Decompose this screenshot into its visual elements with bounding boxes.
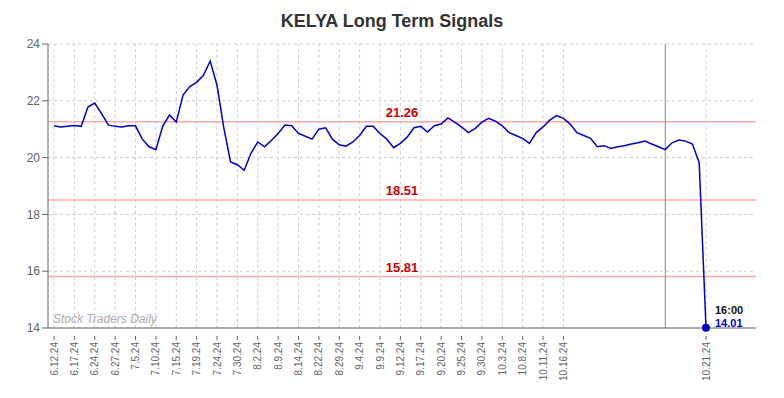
svg-text:7.15.24: 7.15.24	[171, 342, 182, 376]
svg-text:7.5.24: 7.5.24	[130, 342, 141, 370]
svg-text:9.30.24: 9.30.24	[476, 342, 487, 376]
html-text:KELYA Long Term Signals: KELYA Long Term Signals	[280, 11, 504, 31]
svg-text:15.81: 15.81	[386, 260, 419, 275]
svg-text:6.24.24: 6.24.24	[89, 342, 100, 376]
svg-text:16:00: 16:00	[715, 304, 743, 316]
svg-text:18: 18	[27, 208, 41, 222]
svg-text:18.51: 18.51	[386, 183, 419, 198]
svg-text:7.30.24: 7.30.24	[232, 342, 243, 376]
svg-text:10.8.24: 10.8.24	[517, 342, 528, 376]
svg-text:22: 22	[27, 94, 41, 108]
svg-text:6.17.24: 6.17.24	[69, 342, 80, 376]
svg-text:10.21.24: 10.21.24	[701, 342, 712, 381]
svg-text:8.2.24: 8.2.24	[252, 342, 263, 370]
svg-text:Stock Traders Daily: Stock Traders Daily	[53, 312, 158, 326]
svg-text:9.12.24: 9.12.24	[395, 342, 406, 376]
svg-text:9.9.24: 9.9.24	[375, 342, 386, 370]
svg-text:8.29.24: 8.29.24	[334, 342, 345, 376]
svg-text:7.24.24: 7.24.24	[212, 342, 223, 376]
svg-text:8.22.24: 8.22.24	[313, 342, 324, 376]
svg-text:14.01: 14.01	[715, 317, 743, 329]
svg-text:9.25.24: 9.25.24	[456, 342, 467, 376]
svg-text:9.20.24: 9.20.24	[436, 342, 447, 376]
svg-text:21.26: 21.26	[386, 105, 419, 120]
svg-text:10.11.24: 10.11.24	[538, 342, 549, 381]
svg-text:14: 14	[27, 321, 41, 335]
svg-text:20: 20	[27, 151, 41, 165]
svg-text:8.9.24: 8.9.24	[273, 342, 284, 370]
svg-text:9.17.24: 9.17.24	[415, 342, 426, 376]
svg-text:10.16.24: 10.16.24	[558, 342, 569, 381]
svg-text:10.3.24: 10.3.24	[497, 342, 508, 376]
svg-text:6.12.24: 6.12.24	[49, 342, 60, 376]
svg-text:6.27.24: 6.27.24	[110, 342, 121, 376]
svg-text:9.4.24: 9.4.24	[354, 342, 365, 370]
svg-text:24: 24	[27, 37, 41, 51]
svg-text:7.19.24: 7.19.24	[191, 342, 202, 376]
svg-text:8.14.24: 8.14.24	[293, 342, 304, 376]
svg-text:7.10.24: 7.10.24	[150, 342, 161, 376]
svg-text:16: 16	[27, 264, 41, 278]
